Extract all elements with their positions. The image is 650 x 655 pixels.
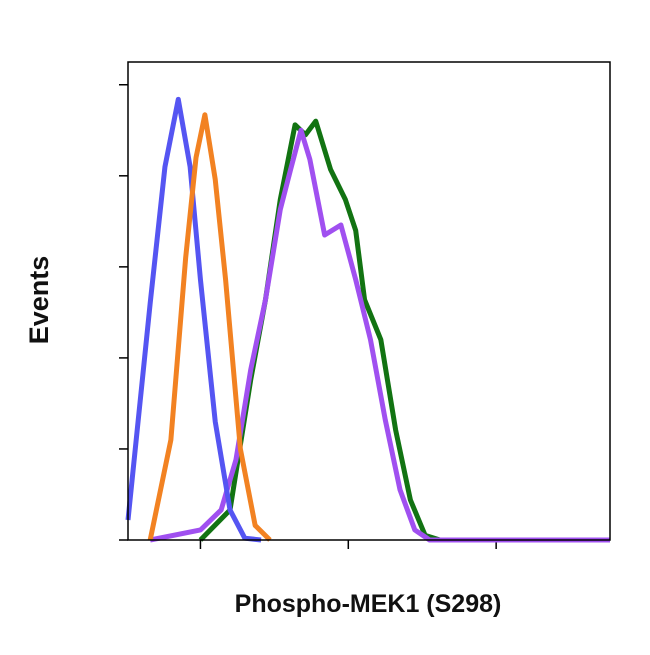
histogram-line [147,112,272,542]
histogram-line [149,127,610,543]
plot-frame [127,61,611,541]
x-axis-label: Phospho-MEK1 (S298) [235,590,502,618]
y-axis-label: Events [24,256,54,345]
histogram-line [125,96,262,543]
histogram-line [198,118,610,543]
